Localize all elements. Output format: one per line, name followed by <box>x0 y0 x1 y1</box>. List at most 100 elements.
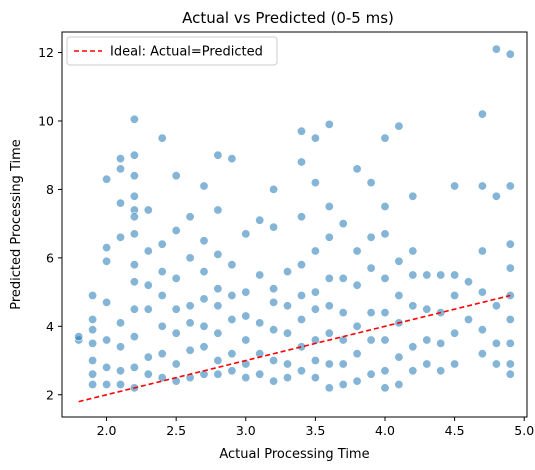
data-point <box>367 370 375 378</box>
data-point <box>214 206 222 214</box>
data-point <box>325 329 333 337</box>
data-point <box>353 350 361 358</box>
data-point <box>339 308 347 316</box>
data-point <box>297 127 305 135</box>
data-point <box>339 274 347 282</box>
data-point <box>130 278 138 286</box>
data-point <box>311 178 319 186</box>
data-point <box>506 360 514 368</box>
data-point <box>423 360 431 368</box>
plot-area <box>62 32 527 417</box>
data-point <box>297 367 305 375</box>
data-point <box>409 192 417 200</box>
data-point <box>395 353 403 361</box>
data-point <box>172 305 180 313</box>
data-point <box>353 165 361 173</box>
data-point <box>102 363 110 371</box>
data-point <box>102 175 110 183</box>
data-point <box>144 305 152 313</box>
data-point <box>381 367 389 375</box>
data-point <box>116 319 124 327</box>
data-point <box>88 291 96 299</box>
y-tick-label: 2 <box>46 387 54 402</box>
data-point <box>311 288 319 296</box>
data-point <box>381 274 389 282</box>
data-point <box>256 271 264 279</box>
data-point <box>492 360 500 368</box>
data-point <box>381 336 389 344</box>
data-point <box>297 158 305 166</box>
data-point <box>423 305 431 313</box>
data-point <box>437 271 445 279</box>
data-point <box>130 172 138 180</box>
data-point <box>325 360 333 368</box>
data-point <box>200 267 208 275</box>
data-point <box>437 367 445 375</box>
data-point <box>409 367 417 375</box>
data-point <box>158 291 166 299</box>
data-point <box>395 380 403 388</box>
chart-title: Actual vs Predicted (0-5 ms) <box>182 9 394 27</box>
data-point <box>353 247 361 255</box>
x-tick-label: 3.0 <box>236 423 256 438</box>
data-point <box>506 50 514 58</box>
data-point <box>172 172 180 180</box>
data-point <box>200 322 208 330</box>
data-point <box>339 380 347 388</box>
data-point <box>311 134 319 142</box>
data-point <box>214 285 222 293</box>
data-point <box>367 178 375 186</box>
data-point <box>116 380 124 388</box>
data-point <box>395 291 403 299</box>
data-point <box>353 377 361 385</box>
data-point <box>144 247 152 255</box>
legend: Ideal: Actual=Predicted <box>67 37 277 65</box>
x-tick-label: 5.0 <box>514 423 534 438</box>
data-point <box>116 154 124 162</box>
data-point <box>242 373 250 381</box>
x-axis-title: Actual Processing Time <box>219 447 369 462</box>
data-point <box>116 199 124 207</box>
data-point <box>172 360 180 368</box>
data-point <box>506 315 514 323</box>
data-point <box>450 291 458 299</box>
data-point <box>158 267 166 275</box>
y-tick-label: 6 <box>46 250 54 265</box>
data-point <box>339 219 347 227</box>
data-point <box>228 291 236 299</box>
data-point <box>102 298 110 306</box>
data-point <box>311 373 319 381</box>
data-point <box>158 134 166 142</box>
data-point <box>269 356 277 364</box>
data-point <box>478 110 486 118</box>
data-point <box>395 122 403 130</box>
data-point <box>186 254 194 262</box>
x-tick-label: 2.5 <box>166 423 186 438</box>
x-tick-label: 2.0 <box>97 423 117 438</box>
data-point <box>409 302 417 310</box>
data-point <box>464 278 472 286</box>
data-point <box>283 267 291 275</box>
data-point <box>200 295 208 303</box>
data-point <box>116 233 124 241</box>
data-point <box>325 384 333 392</box>
data-point <box>492 192 500 200</box>
data-point <box>102 257 110 265</box>
data-point <box>130 213 138 221</box>
x-tick-label: 4.0 <box>375 423 395 438</box>
data-point <box>116 343 124 351</box>
data-point <box>130 332 138 340</box>
data-point <box>186 346 194 354</box>
data-point <box>367 233 375 241</box>
data-point <box>367 264 375 272</box>
x-axis-ticks: 2.0 2.5 3.0 3.5 4.0 4.5 5.0 <box>97 417 535 438</box>
data-point <box>200 182 208 190</box>
data-point <box>297 291 305 299</box>
data-point <box>242 230 250 238</box>
data-point <box>130 115 138 123</box>
data-point <box>478 247 486 255</box>
data-point <box>116 165 124 173</box>
data-point <box>88 370 96 378</box>
data-point <box>423 271 431 279</box>
data-point <box>200 343 208 351</box>
